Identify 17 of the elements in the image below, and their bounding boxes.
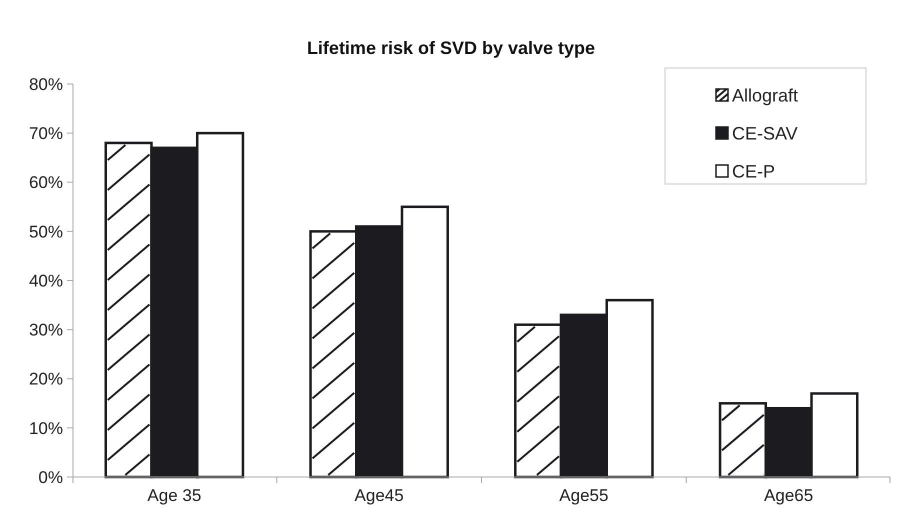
y-tick-label: 10% <box>28 418 63 438</box>
y-tick-label: 70% <box>28 124 63 144</box>
x-tick-label: Age55 <box>559 486 608 505</box>
chart-title: Lifetime risk of SVD by valve type <box>306 38 596 58</box>
x-tick-label: Age 35 <box>147 486 202 505</box>
y-tick-label: 20% <box>28 370 63 389</box>
legend-label: Allograft <box>732 85 798 106</box>
legend-label: CE-SAV <box>732 123 798 144</box>
y-tick-label: 80% <box>28 74 63 94</box>
y-tick-label: 60% <box>28 173 63 192</box>
y-tick-label: 50% <box>28 222 63 242</box>
y-tick-label: 40% <box>28 271 63 290</box>
x-tick-label: Age65 <box>764 486 814 505</box>
legend-label: CE-P <box>732 161 776 182</box>
y-tick-label: 0% <box>38 468 63 487</box>
x-tick-label: Age45 <box>354 486 404 505</box>
y-tick-label: 30% <box>28 320 63 340</box>
